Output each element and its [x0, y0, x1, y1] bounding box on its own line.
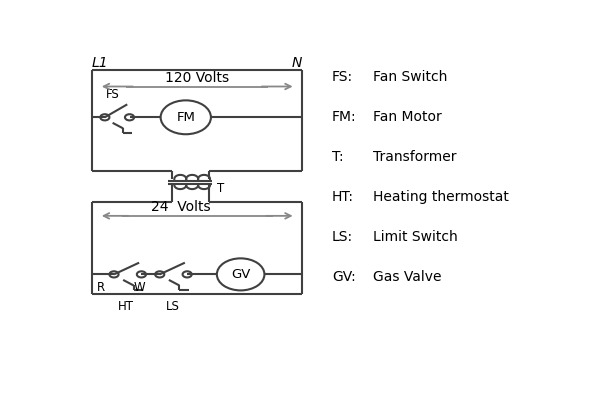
Text: 24  Volts: 24 Volts: [152, 200, 211, 214]
Text: T:: T:: [332, 150, 344, 164]
Text: T: T: [217, 182, 224, 195]
Text: Fan Motor: Fan Motor: [373, 110, 442, 124]
Text: Transformer: Transformer: [373, 150, 457, 164]
Text: FS:: FS:: [332, 70, 353, 84]
Text: Fan Switch: Fan Switch: [373, 70, 448, 84]
Text: LS: LS: [166, 300, 179, 313]
Text: FM:: FM:: [332, 110, 357, 124]
Text: GV: GV: [231, 268, 250, 281]
Text: R: R: [97, 281, 105, 294]
Text: 120 Volts: 120 Volts: [165, 71, 230, 85]
Text: FM: FM: [176, 111, 195, 124]
Text: GV:: GV:: [332, 270, 356, 284]
Text: N: N: [292, 56, 302, 70]
Text: FS: FS: [106, 88, 120, 101]
Text: HT: HT: [119, 300, 135, 313]
Text: L1: L1: [92, 56, 109, 70]
Text: Gas Valve: Gas Valve: [373, 270, 442, 284]
Text: Limit Switch: Limit Switch: [373, 230, 458, 244]
Text: Heating thermostat: Heating thermostat: [373, 190, 509, 204]
Text: W: W: [133, 281, 145, 294]
Text: LS:: LS:: [332, 230, 353, 244]
Text: HT:: HT:: [332, 190, 354, 204]
